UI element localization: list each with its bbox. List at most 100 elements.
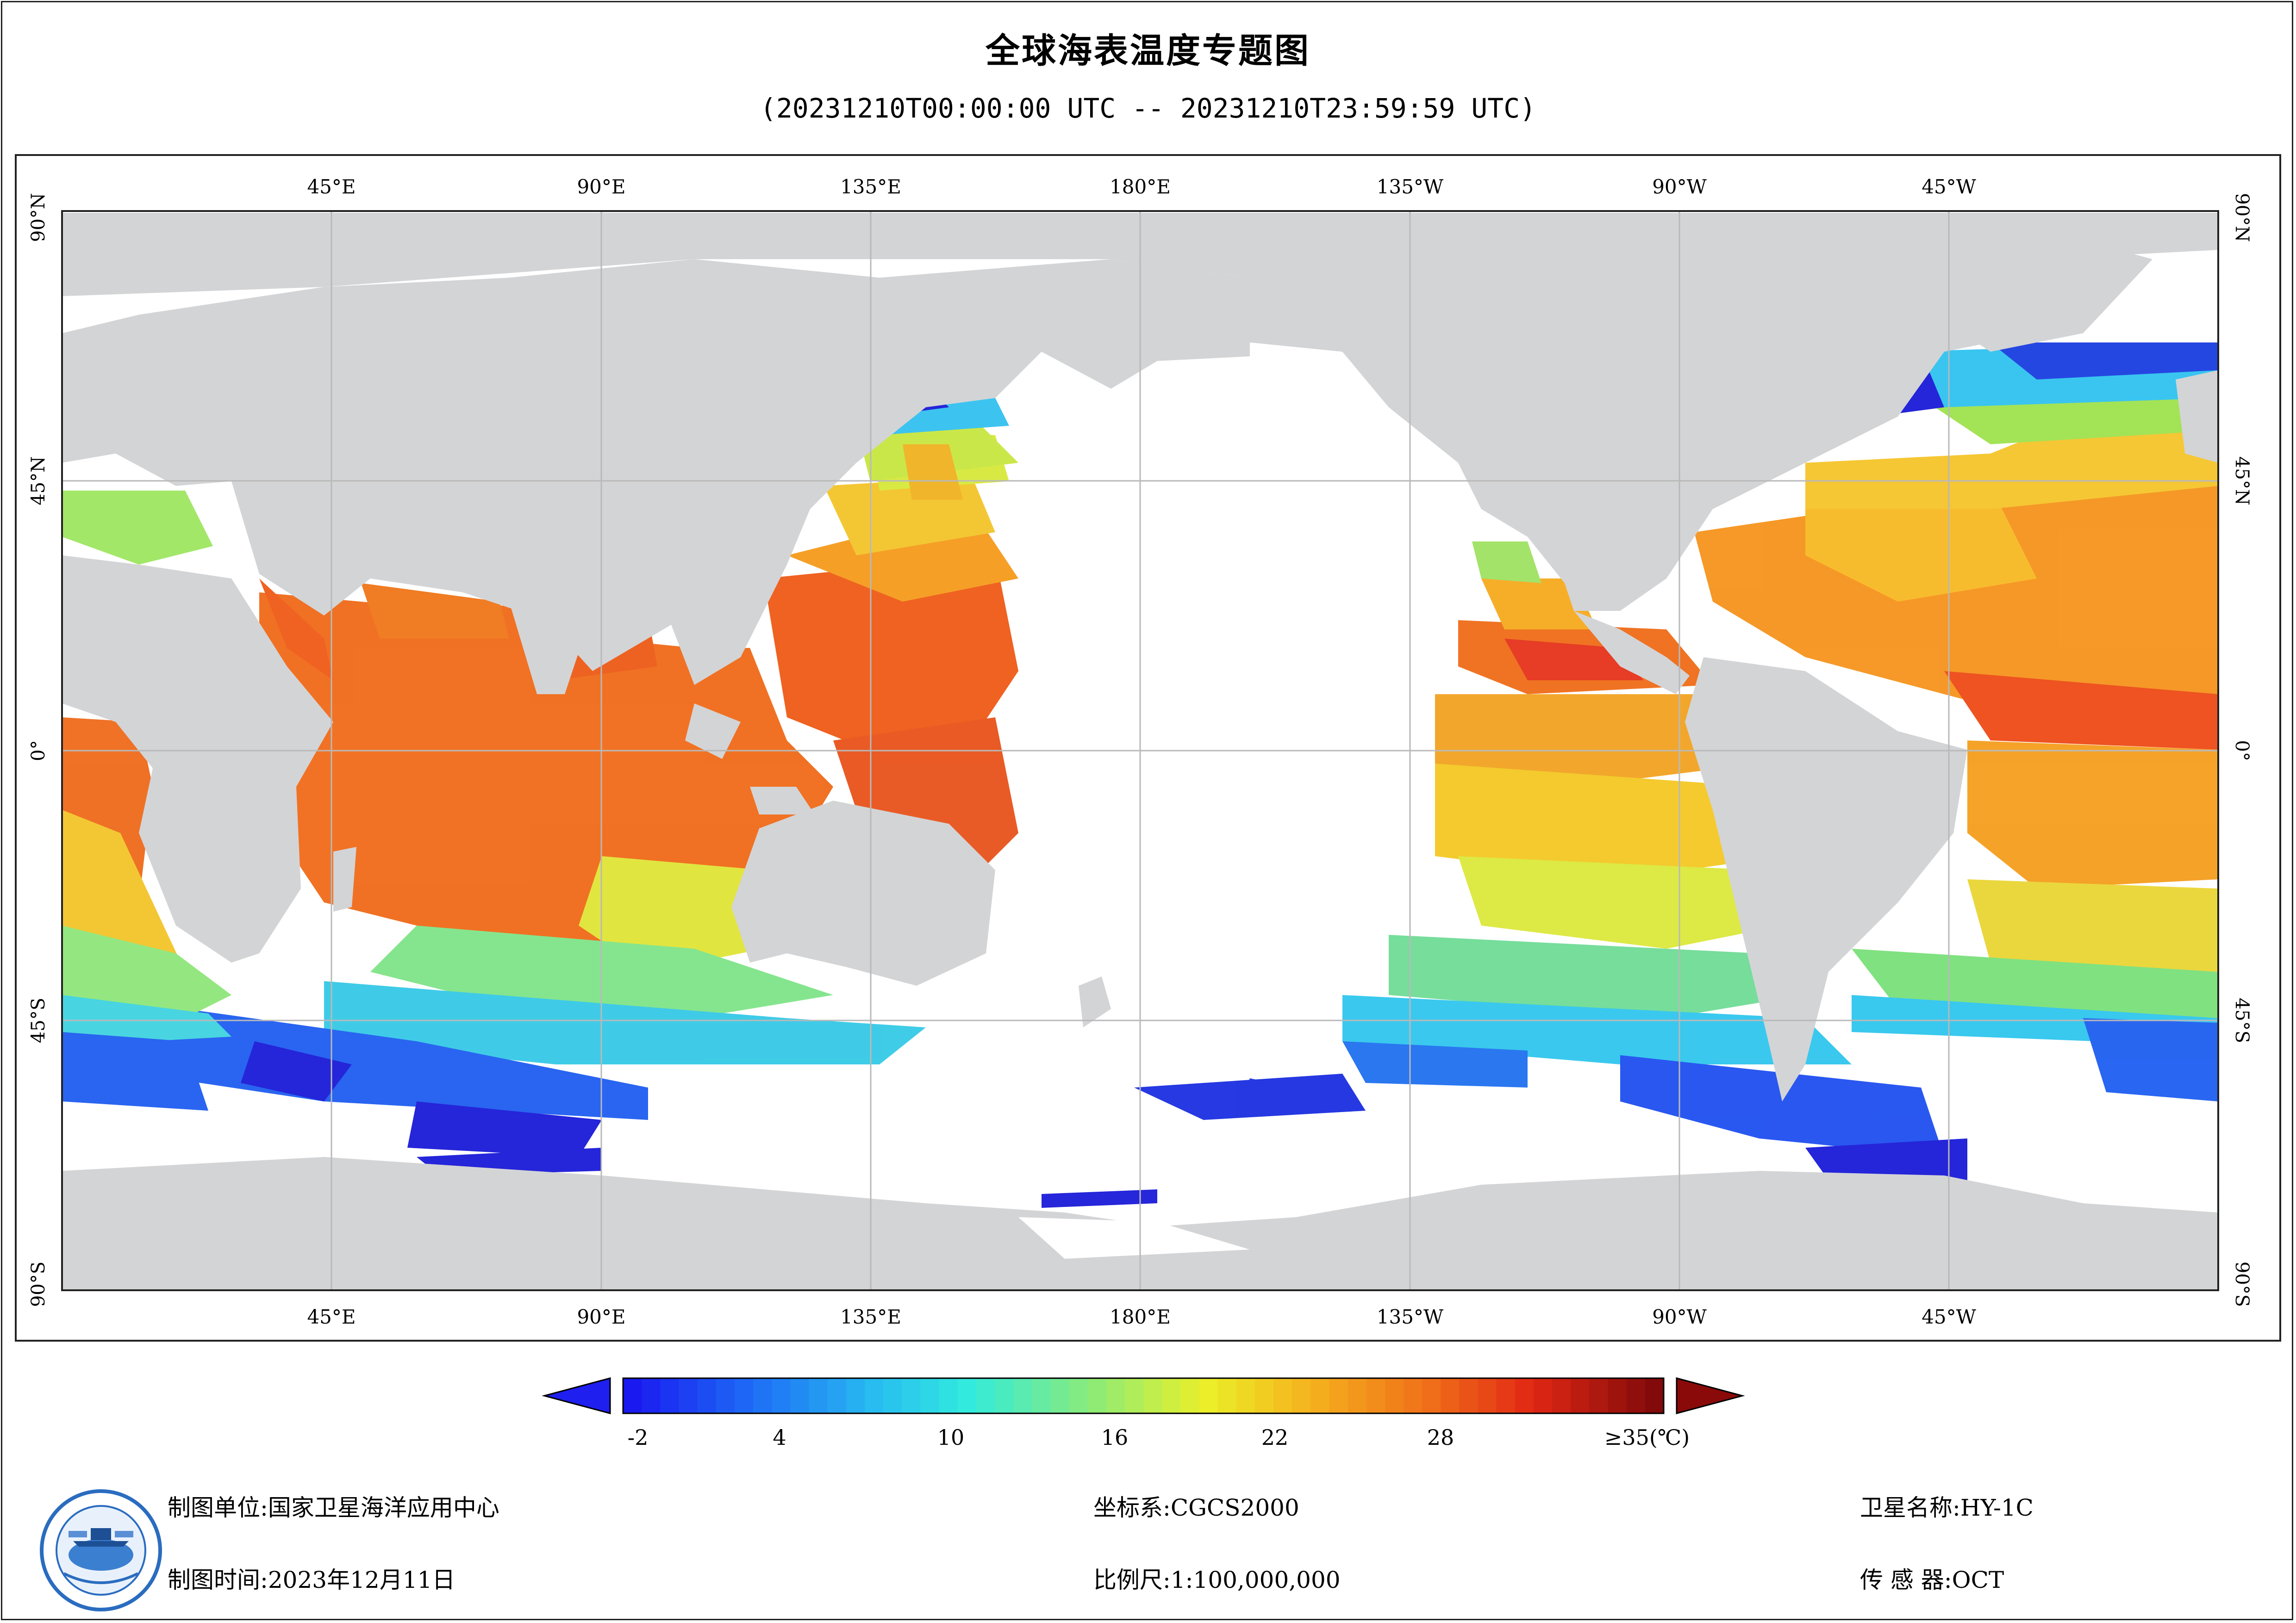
lon-label-top: 90°E <box>577 175 625 198</box>
colorbar-cell <box>957 1378 977 1413</box>
colorbar-cell <box>1571 1378 1590 1413</box>
footer-time: 制图时间:2023年12月11日 <box>168 1567 455 1593</box>
colorbar-cell <box>1180 1378 1200 1413</box>
lon-label-top: 135°W <box>1377 175 1444 198</box>
colorbar-tick-label: 10 <box>937 1425 965 1450</box>
colorbar-cell <box>790 1378 810 1413</box>
lat-label-left: 0° <box>28 740 49 761</box>
lon-label-top: 90°W <box>1652 175 1707 198</box>
colorbar-cell <box>1348 1378 1367 1413</box>
colorbar-cell <box>1199 1378 1218 1413</box>
colorbar-cell <box>994 1378 1014 1413</box>
colorbar-tick-label: ≥35(℃) <box>1604 1425 1690 1450</box>
colorbar-tick-label: 16 <box>1101 1425 1129 1450</box>
colorbar-tick-label: 28 <box>1427 1425 1454 1450</box>
colorbar-cell <box>660 1378 680 1413</box>
colorbar-cell <box>883 1378 902 1413</box>
colorbar: -2 4 10 16 22 28 ≥35(℃) <box>542 1377 1745 1450</box>
colorbar-cell <box>939 1378 958 1413</box>
colorbar-cell <box>1589 1378 1609 1413</box>
lon-label-bottom: 135°W <box>1377 1306 1444 1328</box>
colorbar-cell <box>679 1378 698 1413</box>
sst-layer <box>62 342 2218 1208</box>
colorbar-cell <box>1441 1378 1460 1413</box>
colorbar-cell <box>1292 1378 1311 1413</box>
colorbar-cell <box>1217 1378 1237 1413</box>
footer-scale: 比例尺:1:100,000,000 <box>1093 1567 1341 1593</box>
colorbar-tick-label: 22 <box>1261 1425 1289 1450</box>
colorbar-cell <box>623 1378 642 1413</box>
colorbar-cell <box>1236 1378 1255 1413</box>
footer-unit: 制图单位:国家卫星海洋应用中心 <box>168 1494 499 1521</box>
colorbar-cell <box>1534 1378 1553 1413</box>
colorbar-cells <box>623 1378 1664 1413</box>
colorbar-cell <box>1626 1378 1646 1413</box>
lon-label-bottom: 45°W <box>1922 1306 1976 1328</box>
colorbar-cell <box>1404 1378 1423 1413</box>
colorbar-cell <box>1106 1378 1125 1413</box>
colorbar-left-arrow <box>542 1377 611 1414</box>
colorbar-cell <box>1552 1378 1571 1413</box>
colorbar-cell <box>864 1378 884 1413</box>
colorbar-cell <box>697 1378 717 1413</box>
colorbar-cell <box>1032 1378 1051 1413</box>
lon-label-top: 45°E <box>307 175 356 198</box>
nsoas-logo <box>40 1489 162 1611</box>
colorbar-cell <box>1124 1378 1144 1413</box>
colorbar-cell <box>753 1378 772 1413</box>
colorbar-cell <box>1013 1378 1032 1413</box>
lon-label-top: 180°E <box>1110 175 1171 198</box>
colorbar-cell <box>1496 1378 1516 1413</box>
colorbar-cell <box>1143 1378 1162 1413</box>
lon-label-bottom: 90°W <box>1652 1306 1707 1328</box>
map-subtitle: (20231210T00:00:00 UTC -- 20231210T23:59… <box>760 93 1536 124</box>
colorbar-cell <box>1329 1378 1348 1413</box>
colorbar-cell <box>1459 1378 1479 1413</box>
colorbar-tick-label: -2 <box>628 1425 649 1450</box>
colorbar-cell <box>1645 1378 1664 1413</box>
colorbar-cell <box>1608 1378 1627 1413</box>
colorbar-cell <box>1515 1378 1534 1413</box>
lon-label-bottom: 45°E <box>307 1306 356 1328</box>
colorbar-cell <box>1478 1378 1497 1413</box>
colorbar-tick-label: 4 <box>773 1425 786 1450</box>
graticule <box>62 211 2218 1290</box>
colorbar-cell <box>1273 1378 1292 1413</box>
lat-label-left: 90°N <box>28 193 49 242</box>
lat-label-right: 45°S <box>2231 998 2252 1043</box>
lat-label-left: 45°S <box>28 998 49 1043</box>
lon-label-bottom: 180°E <box>1110 1306 1171 1328</box>
lon-label-top: 135°E <box>840 175 901 198</box>
footer-sensor: 传 感 器:OCT <box>1860 1567 2004 1593</box>
colorbar-cell <box>1087 1378 1107 1413</box>
lon-label-top: 45°W <box>1922 175 1976 198</box>
map-title: 全球海表温度专题图 <box>986 31 1310 71</box>
lat-label-left: 90°S <box>28 1262 49 1307</box>
colorbar-cell <box>1254 1378 1274 1413</box>
colorbar-cell <box>976 1378 995 1413</box>
lon-label-bottom: 135°E <box>840 1306 901 1328</box>
colorbar-cell <box>920 1378 940 1413</box>
colorbar-right-arrow <box>1676 1377 1745 1414</box>
colorbar-cell <box>1385 1378 1404 1413</box>
footer-crs: 坐标系:CGCS2000 <box>1093 1494 1299 1521</box>
colorbar-cell <box>642 1378 661 1413</box>
colorbar-cell <box>1050 1378 1070 1413</box>
colorbar-cell <box>1422 1378 1441 1413</box>
colorbar-cell <box>1366 1378 1385 1413</box>
footer-satellite: 卫星名称:HY-1C <box>1860 1494 2034 1521</box>
lat-label-right: 0° <box>2231 740 2252 761</box>
colorbar-cell <box>827 1378 847 1413</box>
lat-label-right: 45°N <box>2231 456 2252 505</box>
colorbar-cell <box>1069 1378 1088 1413</box>
map-inner-border <box>61 210 2219 1291</box>
lon-label-bottom: 90°E <box>577 1306 625 1328</box>
colorbar-cell <box>1310 1378 1330 1413</box>
colorbar-cell <box>1162 1378 1181 1413</box>
lat-label-right: 90°S <box>2231 1262 2252 1307</box>
colorbar-outline <box>622 1377 1665 1414</box>
colorbar-cell <box>902 1378 921 1413</box>
colorbar-cell <box>772 1378 791 1413</box>
